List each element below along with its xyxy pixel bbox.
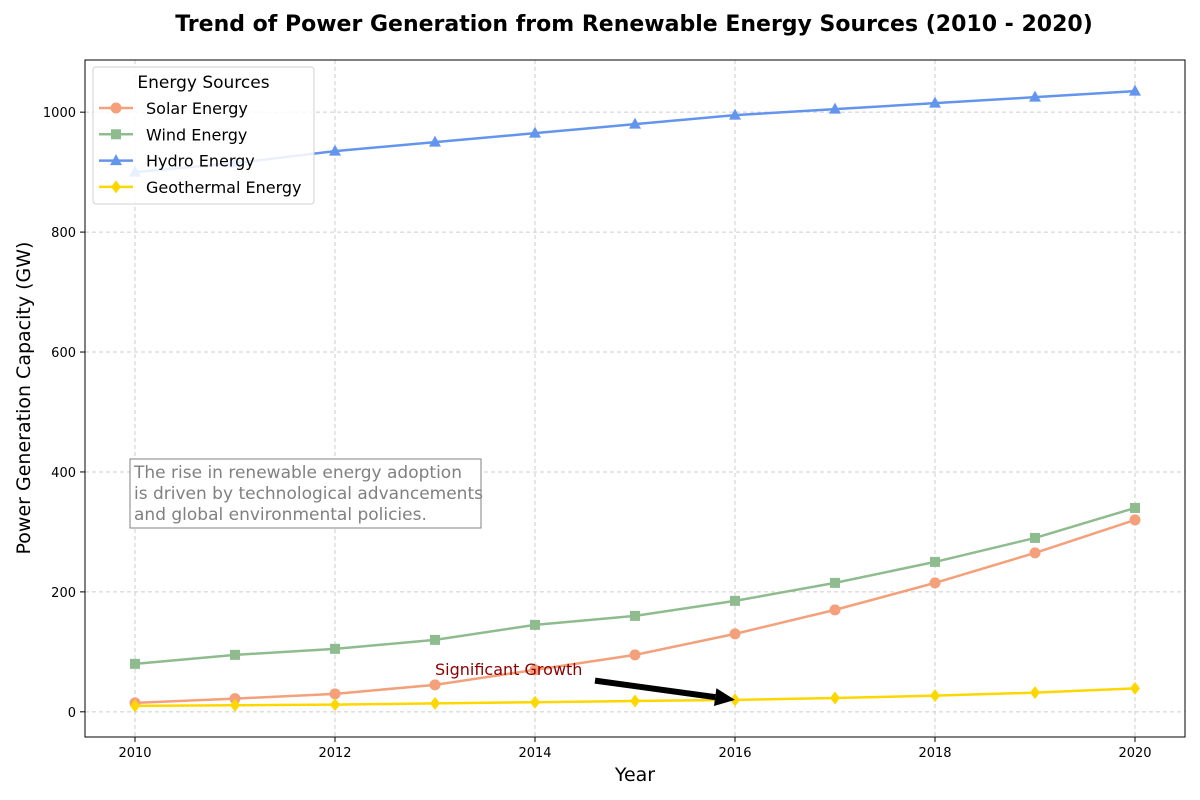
note-line: is driven by technological advancements bbox=[134, 484, 483, 504]
data-point bbox=[629, 117, 641, 129]
annotation-arrow-head bbox=[713, 688, 735, 707]
y-tick-label: 1000 bbox=[43, 106, 76, 121]
legend-swatch-marker bbox=[110, 102, 122, 114]
y-tick-label: 400 bbox=[51, 466, 76, 481]
data-point bbox=[429, 135, 441, 147]
legend-swatch-marker bbox=[111, 180, 121, 194]
legend-swatch-marker bbox=[110, 154, 122, 166]
legend-frame bbox=[92, 66, 315, 205]
y-tick-label: 800 bbox=[51, 226, 76, 241]
note-box: The rise in renewable energy adoptionis … bbox=[129, 458, 483, 529]
data-point bbox=[529, 664, 541, 676]
data-point bbox=[729, 108, 741, 120]
x-tick-label: 2018 bbox=[918, 746, 951, 761]
data-point bbox=[329, 688, 341, 700]
data-point bbox=[1029, 90, 1041, 102]
data-point bbox=[829, 604, 841, 616]
data-point bbox=[330, 698, 340, 712]
series-wind-energy bbox=[130, 502, 1140, 669]
data-point bbox=[930, 689, 940, 703]
legend-item: Solar Energy bbox=[99, 99, 248, 118]
legend-label: Solar Energy bbox=[146, 99, 248, 118]
data-point bbox=[1030, 532, 1040, 543]
x-tick-label: 2010 bbox=[118, 746, 151, 761]
y-axis-label: Power Generation Capacity (GW) bbox=[13, 242, 35, 555]
data-point bbox=[330, 643, 340, 654]
data-point bbox=[530, 695, 540, 709]
x-tick-label: 2014 bbox=[518, 746, 551, 761]
data-point bbox=[130, 699, 140, 713]
data-point bbox=[930, 556, 940, 567]
growth-annotation: Significant Growth bbox=[435, 660, 735, 707]
x-axis-label: Year bbox=[614, 764, 655, 786]
legend-item: Hydro Energy bbox=[99, 152, 255, 171]
data-point bbox=[230, 649, 240, 660]
note-frame bbox=[129, 458, 482, 529]
annotation-text: Significant Growth bbox=[435, 660, 582, 679]
series-solar-energy bbox=[129, 514, 1141, 709]
data-point bbox=[629, 649, 641, 661]
axis-ticks: 2010 2012 2014 2016 2018 2020 0 200 400 600 800 100… bbox=[43, 106, 1152, 761]
data-point bbox=[830, 691, 840, 705]
series-line bbox=[134, 506, 1136, 666]
data-point bbox=[329, 144, 341, 156]
data-point bbox=[529, 126, 541, 138]
data-point bbox=[1129, 84, 1141, 96]
plot-frame bbox=[84, 59, 1186, 738]
data-point bbox=[630, 610, 640, 621]
data-point bbox=[430, 634, 440, 645]
legend-label: Hydro Energy bbox=[146, 152, 255, 171]
note-line: and global environmental policies. bbox=[134, 505, 427, 525]
data-point bbox=[929, 96, 941, 108]
note-line: The rise in renewable energy adoption bbox=[133, 463, 462, 483]
legend-swatch-marker bbox=[111, 129, 121, 140]
x-tick-label: 2016 bbox=[718, 746, 751, 761]
legend-title: Energy Sources bbox=[137, 73, 269, 93]
data-point bbox=[729, 628, 741, 640]
annotation-arrow-shaft bbox=[594, 677, 716, 701]
legend-item: Wind Energy bbox=[99, 125, 247, 144]
data-point bbox=[230, 698, 240, 712]
x-tick-label: 2020 bbox=[1118, 746, 1151, 761]
data-point bbox=[429, 679, 441, 691]
data-point bbox=[730, 595, 740, 606]
data-point bbox=[130, 658, 140, 669]
data-point bbox=[1129, 514, 1141, 526]
data-point bbox=[1130, 502, 1140, 513]
data-point bbox=[929, 577, 941, 589]
data-point bbox=[1029, 547, 1041, 559]
y-tick-label: 200 bbox=[51, 586, 76, 601]
legend-item: Geothermal Energy bbox=[99, 178, 302, 197]
legend: Energy Sources Solar Energy Wind Energy Hyd… bbox=[92, 66, 315, 205]
data-point bbox=[1030, 686, 1040, 700]
chart-title: Trend of Power Generation from Renewable… bbox=[175, 12, 1093, 37]
legend-label: Geothermal Energy bbox=[146, 178, 302, 197]
x-tick-label: 2012 bbox=[318, 746, 351, 761]
data-point bbox=[229, 693, 241, 705]
series-geothermal-energy bbox=[130, 681, 1140, 713]
data-point bbox=[1130, 681, 1140, 695]
data-point bbox=[430, 696, 440, 710]
data-point bbox=[530, 619, 540, 630]
y-tick-label: 600 bbox=[51, 346, 76, 361]
legend-label: Wind Energy bbox=[146, 125, 247, 144]
data-point bbox=[830, 577, 840, 588]
data-point bbox=[630, 694, 640, 708]
y-tick-label: 0 bbox=[68, 706, 76, 721]
data-point bbox=[829, 102, 841, 114]
